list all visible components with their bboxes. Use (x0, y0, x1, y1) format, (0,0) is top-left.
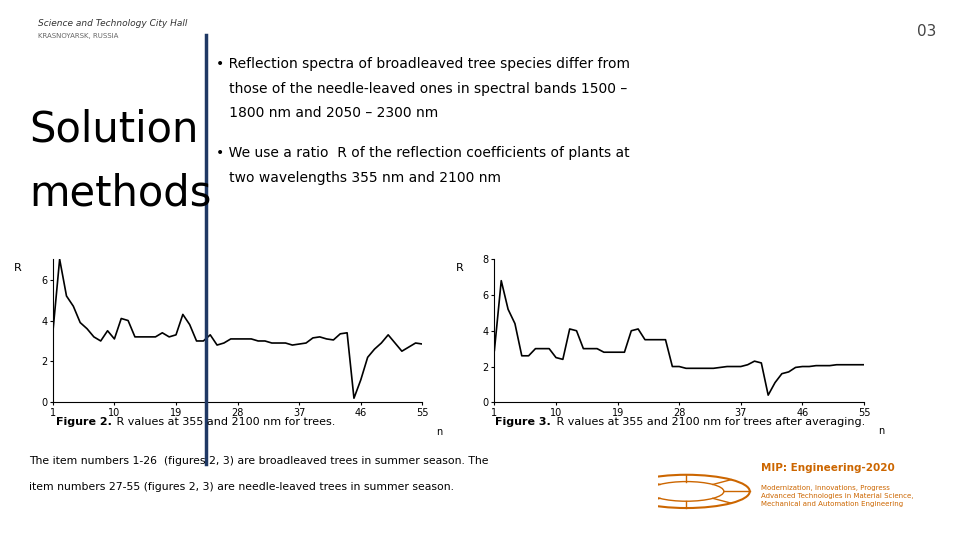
Text: R: R (14, 264, 22, 273)
Text: R: R (456, 264, 464, 273)
Text: R values at 355 and 2100 nm for trees.: R values at 355 and 2100 nm for trees. (113, 417, 336, 427)
Text: those of the needle-leaved ones in spectral bands 1500 –: those of the needle-leaved ones in spect… (216, 82, 627, 96)
Text: Figure 3.: Figure 3. (495, 417, 551, 427)
Text: item numbers 27-55 (figures 2, 3) are needle-leaved trees in summer season.: item numbers 27-55 (figures 2, 3) are ne… (29, 482, 454, 492)
Text: KRASNOYARSK, RUSSIA: KRASNOYARSK, RUSSIA (38, 33, 119, 39)
Text: n: n (436, 427, 443, 437)
Text: 03: 03 (917, 24, 936, 39)
Text: Science and Technology City Hall: Science and Technology City Hall (38, 19, 188, 28)
Text: n: n (877, 426, 884, 436)
Text: Modernization, Innovations, Progress
Advanced Technologies in Material Science,
: Modernization, Innovations, Progress Adv… (761, 485, 914, 508)
Text: R values at 355 and 2100 nm for trees after averaging.: R values at 355 and 2100 nm for trees af… (553, 417, 865, 427)
Text: Solution: Solution (29, 108, 198, 150)
Text: Figure 2.: Figure 2. (56, 417, 111, 427)
Text: • We use a ratio  R of the reflection coefficients of plants at: • We use a ratio R of the reflection coe… (216, 146, 630, 160)
Text: The item numbers 1-26  (figures 2, 3) are broadleaved trees in summer season. Th: The item numbers 1-26 (figures 2, 3) are… (29, 456, 489, 467)
Text: 1800 nm and 2050 – 2300 nm: 1800 nm and 2050 – 2300 nm (216, 106, 439, 120)
Text: MIP: Engineering-2020: MIP: Engineering-2020 (761, 463, 895, 472)
Text: two wavelengths 355 nm and 2100 nm: two wavelengths 355 nm and 2100 nm (216, 171, 501, 185)
Text: • Reflection spectra of broadleaved tree species differ from: • Reflection spectra of broadleaved tree… (216, 57, 630, 71)
Text: methods: methods (29, 173, 211, 215)
